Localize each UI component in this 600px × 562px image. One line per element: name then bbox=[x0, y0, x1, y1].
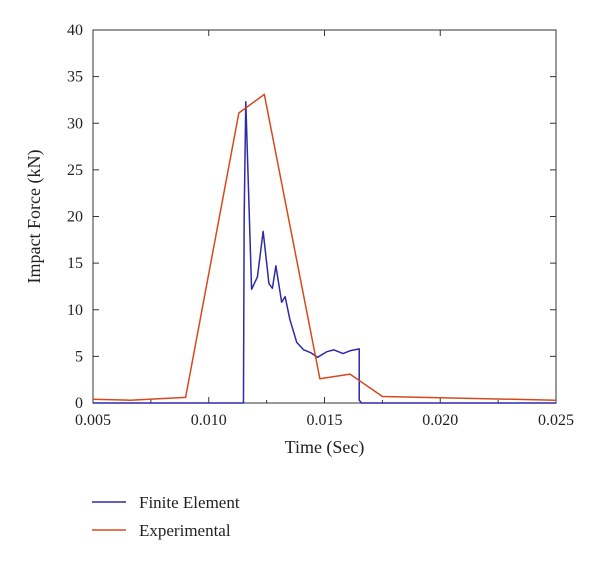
x-tick-label: 0.005 bbox=[75, 412, 111, 429]
legend: Finite Element Experimental bbox=[92, 493, 240, 540]
y-tick-label: 15 bbox=[67, 255, 83, 272]
legend-label-finite-element: Finite Element bbox=[139, 493, 240, 512]
legend-label-experimental: Experimental bbox=[139, 521, 231, 540]
y-tick-label: 25 bbox=[67, 162, 83, 179]
y-tick-label: 30 bbox=[67, 115, 83, 132]
x-tick-label: 0.025 bbox=[538, 412, 574, 429]
y-tick-label: 20 bbox=[67, 209, 83, 226]
y-axis: 0 5 10 15 20 25 30 35 40 bbox=[67, 22, 556, 412]
x-axis: 0.005 0.010 0.015 0.020 0.025 bbox=[75, 30, 574, 429]
y-axis-title: Impact Force (kN) bbox=[24, 150, 45, 284]
x-tick-label: 0.015 bbox=[307, 412, 343, 429]
y-tick-label: 40 bbox=[67, 22, 83, 39]
y-tick-label: 10 bbox=[67, 302, 83, 319]
x-axis-title: Time (Sec) bbox=[285, 437, 365, 458]
x-tick-label: 0.010 bbox=[191, 412, 227, 429]
y-tick-label: 5 bbox=[75, 348, 83, 365]
series-line-experimental bbox=[92, 93, 557, 401]
y-tick-label: 0 bbox=[75, 395, 83, 412]
y-tick-label: 35 bbox=[67, 69, 83, 86]
series-line-finite-element bbox=[93, 101, 556, 404]
plot-area bbox=[92, 29, 557, 404]
series-lines bbox=[92, 93, 557, 404]
x-tick-label: 0.020 bbox=[422, 412, 458, 429]
